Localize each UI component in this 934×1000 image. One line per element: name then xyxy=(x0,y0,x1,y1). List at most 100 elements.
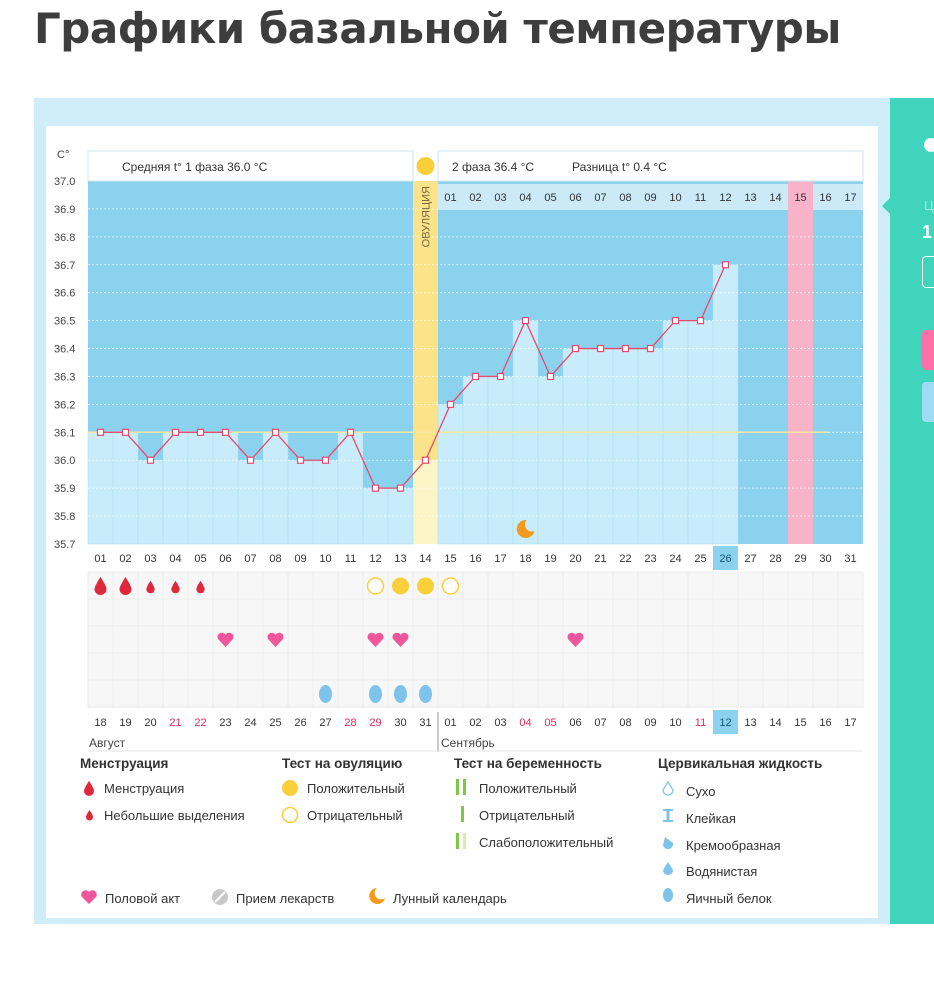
cycle-day-bottom-label: 20 xyxy=(144,717,156,729)
date-label: 24 xyxy=(669,553,681,565)
intercourse-heart-icon xyxy=(267,632,284,647)
temperature-point xyxy=(721,261,730,269)
y-tick-label: 36.5 xyxy=(54,316,75,328)
period-day-column xyxy=(788,181,813,544)
temperature-point xyxy=(496,372,505,381)
temperature-bar xyxy=(237,459,264,545)
temperature-point xyxy=(571,344,580,353)
temperature-bar xyxy=(437,404,464,545)
date-label: 03 xyxy=(144,553,156,565)
temperature-bar xyxy=(637,348,664,545)
cycle-day-bottom-label: 08 xyxy=(619,717,631,729)
cycle-day-bottom-label: 16 xyxy=(819,717,831,729)
temperature-point xyxy=(521,317,530,325)
cycle-day-bottom-label: 12 xyxy=(719,717,731,729)
temperature-point xyxy=(321,456,330,464)
cycle-day-bottom-label: 02 xyxy=(469,717,481,729)
cycle-day-bottom-label: 23 xyxy=(219,717,231,729)
cycle-day-bottom-label: 29 xyxy=(369,717,381,729)
date-label: 04 xyxy=(169,553,181,565)
moon-icon xyxy=(516,519,535,538)
temperature-point xyxy=(196,428,205,436)
date-label: 27 xyxy=(744,553,756,565)
date-label: 22 xyxy=(619,553,631,565)
phase2-label: 2 фаза 36.4 °С xyxy=(452,160,534,174)
page-title: Графики базальной температуры xyxy=(34,4,841,53)
cycle-day-bottom-label: 19 xyxy=(119,717,131,729)
side-panel: Ц 1 xyxy=(882,98,934,924)
side-panel-pointer xyxy=(882,198,890,214)
cycle-day-top-label: 08 xyxy=(619,192,631,204)
cycle-day-bottom-label: 15 xyxy=(794,717,806,729)
temperature-point xyxy=(346,428,355,436)
cycle-day-bottom-label: 21 xyxy=(169,717,181,729)
cervical-egg-white-icon xyxy=(369,685,382,703)
cycle-day-bottom-label: 24 xyxy=(244,717,256,729)
cycle-day-bottom-label: 27 xyxy=(319,717,331,729)
date-label: 28 xyxy=(769,553,781,565)
side-panel-input[interactable] xyxy=(922,256,934,288)
y-tick-label: 36.6 xyxy=(54,288,75,300)
y-tick-label: 37.0 xyxy=(54,176,75,188)
temperature-point xyxy=(396,484,405,492)
ovulation-test-negative-icon xyxy=(366,577,385,595)
cycle-day-bottom-label: 18 xyxy=(94,717,106,729)
cycle-day-top-label: 01 xyxy=(444,192,456,204)
temperature-bar xyxy=(287,459,314,545)
date-label: 14 xyxy=(419,553,431,565)
cycle-day-top-label: 06 xyxy=(569,192,581,204)
temperature-point xyxy=(146,456,155,464)
ovulation-test-negative-icon xyxy=(441,577,460,595)
date-label: 19 xyxy=(544,553,556,565)
temperature-point xyxy=(471,372,480,381)
date-label: 16 xyxy=(469,553,481,565)
date-highlight xyxy=(713,546,738,570)
cycle-day-bottom-label: 28 xyxy=(344,717,356,729)
cycle-day-top-label: 14 xyxy=(769,192,781,204)
y-tick-label: 36.2 xyxy=(54,399,75,411)
ovulation-column-bar xyxy=(413,460,438,544)
temperature-point xyxy=(271,428,280,436)
cycle-day-top-label: 03 xyxy=(494,192,506,204)
temperature-bar xyxy=(462,376,489,545)
y-tick-label: 36.3 xyxy=(54,371,75,383)
side-panel-blue-button[interactable] xyxy=(922,382,934,422)
date-label: 13 xyxy=(394,553,406,565)
side-panel-label: Ц xyxy=(924,198,934,213)
y-tick-label: 35.9 xyxy=(54,483,75,495)
temperature-point xyxy=(371,484,380,492)
cycle-day-bottom-label: 26 xyxy=(294,717,306,729)
temperature-point xyxy=(696,317,705,325)
date-label: 10 xyxy=(319,553,331,565)
cycle-day-top-label: 10 xyxy=(669,192,681,204)
date-label: 29 xyxy=(794,553,806,565)
temperature-point xyxy=(421,456,430,464)
month-label: Сентябрь xyxy=(441,736,495,750)
temperature-point xyxy=(546,372,555,381)
cycle-day-top-label: 16 xyxy=(819,192,831,204)
y-tick-label: 36.9 xyxy=(54,204,75,216)
temperature-point xyxy=(596,344,605,353)
cycle-day-bottom-label: 17 xyxy=(844,717,856,729)
cycle-day-top-label: 11 xyxy=(695,192,706,204)
temperature-bar xyxy=(262,432,289,545)
y-tick-label: 36.7 xyxy=(54,260,75,272)
y-tick-label: 35.8 xyxy=(54,511,75,523)
y-tick-label: 36.1 xyxy=(54,427,75,439)
cycle-day-bottom-label: 25 xyxy=(269,717,281,729)
side-panel-pink-button[interactable] xyxy=(922,330,934,370)
date-label: 31 xyxy=(844,553,856,565)
temperature-point xyxy=(446,400,455,408)
date-label: 06 xyxy=(219,553,231,565)
cycle-day-top-label: 07 xyxy=(594,192,606,204)
y-tick-label: 36.8 xyxy=(54,232,75,244)
phase1-header xyxy=(87,150,414,182)
date-label: 05 xyxy=(194,553,206,565)
temperature-bar xyxy=(562,348,589,545)
cycle-day-bottom-label: 03 xyxy=(494,717,506,729)
temperature-bar xyxy=(612,348,639,545)
cycle-day-top-label: 17 xyxy=(844,192,856,204)
side-panel-value: 1 xyxy=(922,222,933,242)
light-menstruation-drop-icon xyxy=(196,580,205,594)
date-label: 12 xyxy=(369,553,381,565)
